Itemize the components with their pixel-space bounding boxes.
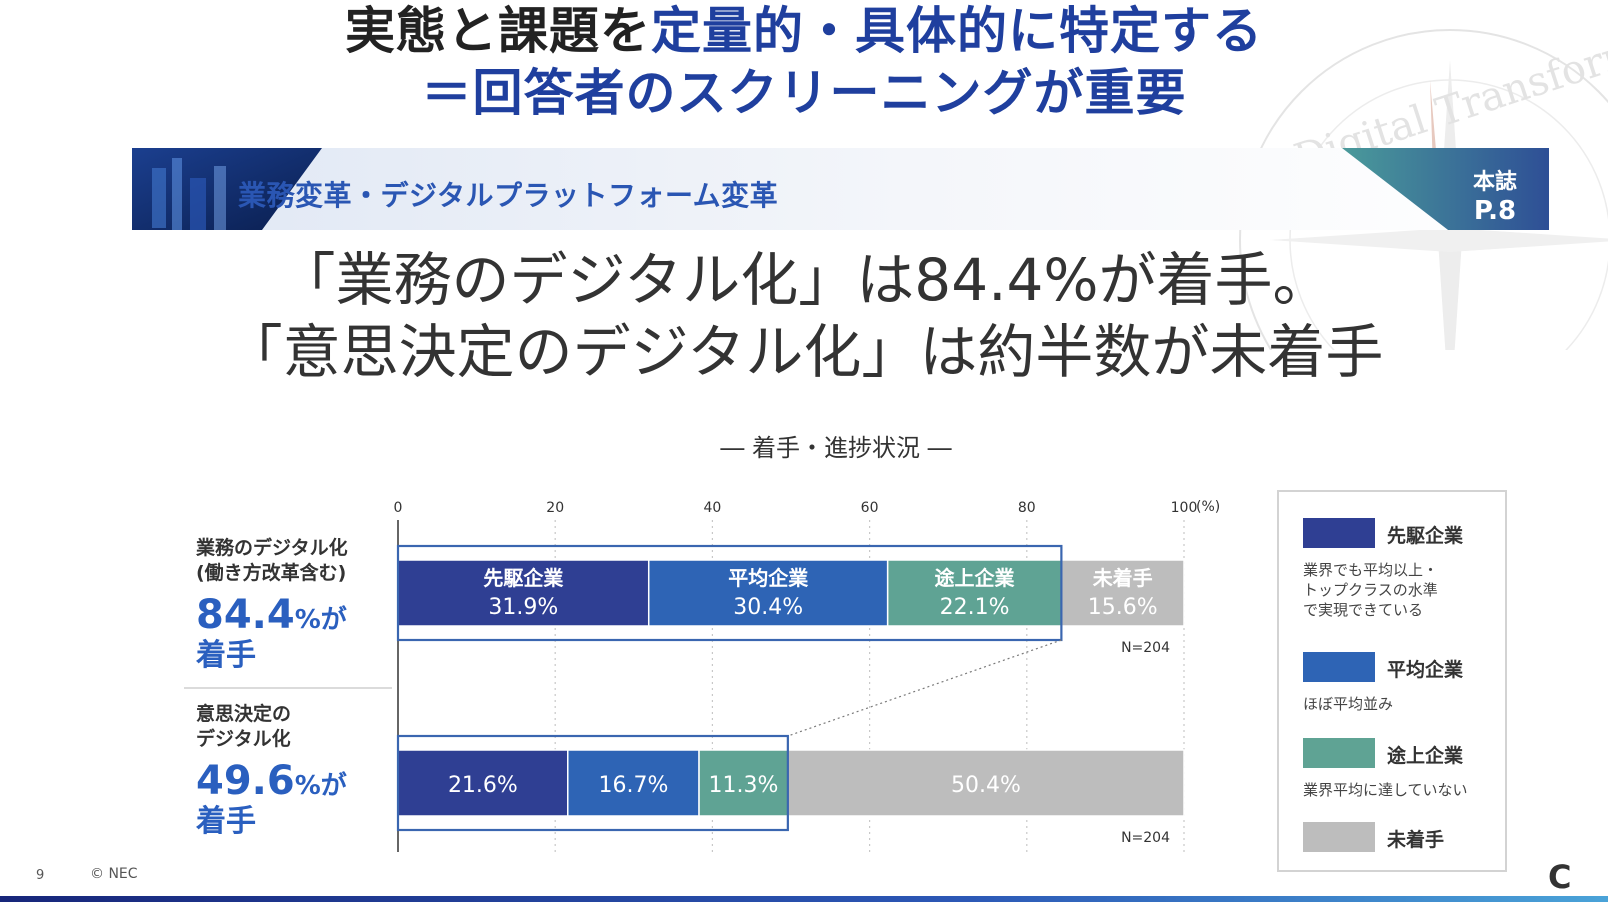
sample-size-label: N=204 xyxy=(1121,830,1170,846)
legend-swatch xyxy=(1303,822,1375,852)
headline-line2: 「意思決定のデジタル化」は約半数が未着手 xyxy=(224,318,1384,386)
chart-title: ― 着手・進捗状況 ― xyxy=(720,434,952,462)
sample-size-label: N=204 xyxy=(1121,640,1170,656)
chart-legend: 先駆企業 業界でも平均以上・ トップクラスの水準 で実現できている 平均企業 ほ… xyxy=(1277,490,1507,872)
legend-swatch xyxy=(1303,518,1375,548)
big-stat-tail: 着手 xyxy=(196,638,256,673)
page-ref-number: P.8 xyxy=(1473,196,1517,226)
started-outline xyxy=(396,734,789,832)
x-tick-label: 60 xyxy=(861,500,879,516)
legend-name: 途上企業 xyxy=(1387,745,1464,767)
bar-value-label: 50.4% xyxy=(951,773,1021,798)
bar-value-label: 31.9% xyxy=(488,595,558,620)
big-stat-suffix: %が xyxy=(294,605,347,635)
bar-value-label: 30.4% xyxy=(733,595,803,620)
legend-desc-line: トップクラスの水準 xyxy=(1303,581,1438,599)
page-reference: 本誌 P.8 xyxy=(1450,164,1540,226)
legend-desc: ほぼ平均並み xyxy=(1303,694,1503,714)
copyright: © NEC xyxy=(90,866,138,882)
connector-line xyxy=(787,639,1062,737)
bar-value-label: 22.1% xyxy=(940,595,1010,620)
legend-name: 平均企業 xyxy=(1387,659,1464,681)
x-tick-label: 100 xyxy=(1171,500,1198,516)
big-stat-value: 49.6 xyxy=(196,758,295,804)
slide-title-line2: ＝回答者のスクリーニングが重要 xyxy=(421,64,1187,122)
legend-swatch xyxy=(1303,738,1375,768)
row-label-business: 業務のデジタル化 (働き方改革含む) xyxy=(196,536,348,586)
headline-line1: 「業務のデジタル化」は84.4%が着手。 xyxy=(277,246,1331,314)
started-outline xyxy=(396,544,1063,642)
legend-desc: 業界平均に達していない xyxy=(1303,780,1503,800)
bar-series-label: 未着手 xyxy=(1093,566,1153,590)
big-stat-tail: 着手 xyxy=(196,804,256,839)
legend-desc-line: 業界平均に達していない xyxy=(1303,781,1468,799)
legend-name: 先駆企業 xyxy=(1387,525,1464,547)
slide-title-line1: 実態と課題を定量的・具体的に特定する xyxy=(345,2,1263,60)
bar-value-label: 21.6% xyxy=(448,773,518,798)
footer-bar xyxy=(0,896,1608,902)
legend-desc-line: で実現できている xyxy=(1303,601,1424,619)
company-logo: C xyxy=(1548,858,1572,896)
x-unit-label: (%) xyxy=(1196,499,1220,515)
bar-value-label: 11.3% xyxy=(709,773,779,798)
big-stat-value: 84.4 xyxy=(196,592,295,638)
big-stat-suffix: %が xyxy=(294,771,347,801)
bar-series-label: 先駆企業 xyxy=(483,566,564,590)
bar-segment xyxy=(397,749,569,817)
row-label-line: 意思決定の xyxy=(196,703,292,725)
page-ref-label: 本誌 xyxy=(1472,170,1517,195)
x-tick-label: 0 xyxy=(394,500,403,516)
bar-segment xyxy=(886,559,1063,627)
banner-title: 業務変革・デジタルプラットフォーム変革 xyxy=(238,179,779,212)
bar-value-label: 15.6% xyxy=(1088,595,1158,620)
x-tick-label: 80 xyxy=(1018,500,1036,516)
legend-desc-line: ほぼ平均並み xyxy=(1303,695,1394,713)
bar-segment xyxy=(698,749,789,817)
page-number: 9 xyxy=(36,868,45,883)
bar-segment xyxy=(647,559,889,627)
x-tick-label: 20 xyxy=(546,500,564,516)
legend-desc: 業界でも平均以上・ トップクラスの水準 で実現できている xyxy=(1303,560,1503,620)
legend-desc-line: 業界でも平均以上・ xyxy=(1303,561,1439,579)
section-banner xyxy=(132,148,1549,230)
row-label-line: 業務のデジタル化 xyxy=(196,537,348,559)
row-label-line: (働き方改革含む) xyxy=(196,562,347,584)
legend-swatch xyxy=(1303,652,1375,682)
legend-name: 未着手 xyxy=(1387,829,1445,851)
bar-segment xyxy=(787,749,1185,817)
bar-series-label: 途上企業 xyxy=(935,566,1016,590)
row-label-decision: 意思決定の デジタル化 xyxy=(196,702,291,752)
x-tick-label: 40 xyxy=(703,500,721,516)
row-big-stat-decision: 49.6%が 着手 xyxy=(196,758,347,840)
row-label-line: デジタル化 xyxy=(196,728,291,750)
bar-series-label: 平均企業 xyxy=(728,566,809,590)
bar-value-label: 16.7% xyxy=(598,773,668,798)
row-big-stat-business: 84.4%が 着手 xyxy=(196,592,347,674)
bar-segment xyxy=(567,749,700,817)
